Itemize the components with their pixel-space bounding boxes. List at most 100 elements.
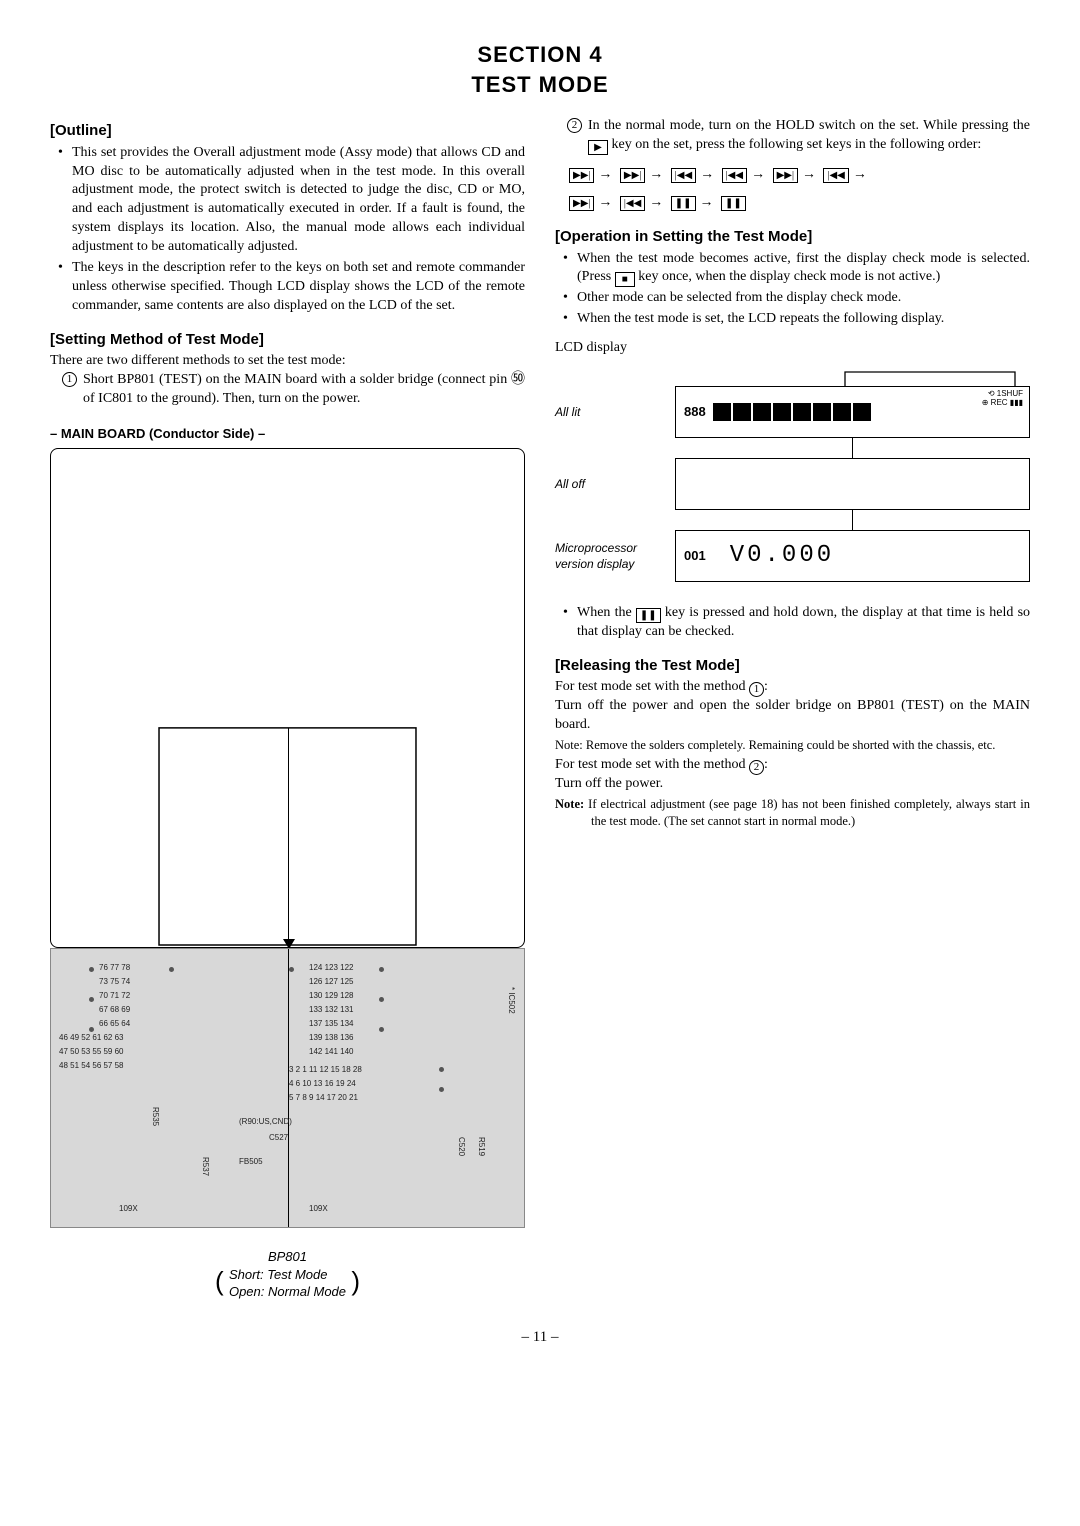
operation-bullet: When the test mode is set, the LCD repea… <box>567 310 1030 329</box>
outline-heading: [Outline] <box>50 121 525 141</box>
text-fragment: When the <box>577 605 636 620</box>
text-fragment: For test mode set with the method <box>555 757 749 772</box>
pcb-label: 76 77 78 <box>99 963 130 974</box>
pcb-label: 70 71 72 <box>99 991 130 1002</box>
operation-bullet: When the test mode becomes active, first… <box>567 250 1030 288</box>
lcd-loop-icon <box>675 366 1030 386</box>
rew-key-icon: |◀◀ <box>620 196 645 211</box>
pcb-label: 142 141 140 <box>309 1047 354 1058</box>
text-fragment: If electrical adjustment (see page 18) h… <box>584 797 1030 828</box>
pcb-dot-icon <box>89 1027 94 1032</box>
lcd-segment-icon <box>773 403 791 421</box>
setting-item-2: 2 In the normal mode, turn on the HOLD s… <box>567 117 1030 155</box>
pcb-label: 139 138 136 <box>309 1033 354 1044</box>
pcb-label: 109X <box>119 1204 138 1215</box>
pcb-dot-icon <box>169 967 174 972</box>
lcd-segment-icon <box>753 403 771 421</box>
left-column: [Outline] This set provides the Overall … <box>50 117 525 1300</box>
pcb-dot-icon <box>89 997 94 1002</box>
pcb-dot-icon <box>289 967 294 972</box>
pcb-dot-icon <box>379 1027 384 1032</box>
operation-bullet: Other mode can be selected from the disp… <box>567 289 1030 308</box>
text-fragment: key once, when the display check mode is… <box>638 269 940 284</box>
setting-item-1: 1 Short BP801 (TEST) on the MAIN board w… <box>62 371 525 409</box>
pcb-label: 3 2 1 11 12 15 18 28 <box>289 1065 362 1076</box>
two-column-layout: [Outline] This set provides the Overall … <box>50 117 1030 1300</box>
text-fragment: : <box>764 679 768 694</box>
pcb-grid: 76 77 78 73 75 74 70 71 72 67 68 69 66 6… <box>59 957 516 1219</box>
rel-line4: Turn off the power. <box>555 775 1030 794</box>
arrow-icon: → <box>802 167 816 182</box>
page-number: – 11 – <box>50 1327 1030 1347</box>
rel-line1: For test mode set with the method 1: <box>555 678 1030 697</box>
pcb-label: C520 <box>455 1137 466 1156</box>
lcd-shuf: 1SHUF <box>997 389 1023 398</box>
lcd-888: 888 <box>684 403 706 421</box>
note-label: Note: <box>555 797 584 811</box>
board-outline-diagram <box>50 448 525 948</box>
section-title: SECTION 4 TEST MODE <box>50 40 1030 99</box>
lcd-row-all-lit: All lit 888 ⟲ 1SHUF ⊕ REC ▮▮▮ <box>555 386 1030 438</box>
pcb-dot-icon <box>439 1067 444 1072</box>
pcb-label: 66 65 64 <box>99 1019 130 1030</box>
lcd-001: 001 <box>684 547 706 565</box>
operation-list: When the test mode becomes active, first… <box>555 250 1030 330</box>
lcd-status-icons: ⟲ 1SHUF ⊕ REC ▮▮▮ <box>982 390 1023 408</box>
pcb-label: FB505 <box>239 1157 263 1168</box>
outline-bullet: This set provides the Overall adjustment… <box>62 144 525 257</box>
after-lcd-bullet: When the ❚❚ key is pressed and hold down… <box>567 604 1030 642</box>
pcb-label: 73 75 74 <box>99 977 130 988</box>
setting-list-continued: 2 In the normal mode, turn on the HOLD s… <box>555 117 1030 155</box>
pcb-label: 109X <box>309 1204 328 1215</box>
lcd-box-all-lit: 888 ⟲ 1SHUF ⊕ REC ▮▮▮ <box>675 386 1030 438</box>
pause-key-icon: ❚❚ <box>721 196 746 211</box>
arrow-icon: → <box>853 167 867 182</box>
circled-number-1: 1 <box>62 372 77 387</box>
pcb-caption: BP801 ( ) Short: Test Mode Open: Normal … <box>50 1248 525 1301</box>
arrow-icon: → <box>598 167 612 182</box>
pcb-label: 133 132 131 <box>309 1005 354 1016</box>
rew-key-icon: |◀◀ <box>722 168 747 183</box>
pcb-label: 46 49 52 61 62 63 <box>59 1033 124 1044</box>
rel-note2: Note: If electrical adjustment (see page… <box>555 796 1030 830</box>
rel-line3: For test mode set with the method 2: <box>555 756 1030 775</box>
setting-heading: [Setting Method of Test Mode] <box>50 330 525 350</box>
fwd-key-icon: ▶▶| <box>569 196 594 211</box>
rew-key-icon: |◀◀ <box>671 168 696 183</box>
pause-key-icon: ❚❚ <box>636 608 661 623</box>
operation-heading: [Operation in Setting the Test Mode] <box>555 227 1030 247</box>
lcd-rec: REC <box>991 398 1008 407</box>
setting-item-2-text: In the normal mode, turn on the HOLD swi… <box>588 117 1030 155</box>
pcb-label: R519 <box>475 1137 486 1156</box>
pcb-detail: 76 77 78 73 75 74 70 71 72 67 68 69 66 6… <box>50 948 525 1228</box>
pcb-label: R535 <box>149 1107 160 1126</box>
arrow-icon: → <box>700 195 714 210</box>
caption-open: Open: Normal Mode <box>229 1283 346 1301</box>
pcb-label: 4 6 10 13 16 19 24 <box>289 1079 356 1090</box>
section-line2: TEST MODE <box>50 70 1030 100</box>
text-fragment: In the normal mode, turn on the HOLD swi… <box>588 118 1030 133</box>
circled-number-2: 2 <box>749 760 764 775</box>
circled-number-2: 2 <box>567 118 582 133</box>
caption-bp: BP801 <box>50 1248 525 1266</box>
pcb-label: 5 7 8 9 14 17 20 21 <box>289 1093 358 1104</box>
pcb-label: C527 <box>269 1133 288 1144</box>
circled-number-1: 1 <box>749 682 764 697</box>
lcd-row-version: Microprocessor version display 001 V0.00… <box>555 530 1030 582</box>
arrow-icon: → <box>649 195 663 210</box>
pcb-label: 130 129 128 <box>309 991 354 1002</box>
after-lcd-list: When the ❚❚ key is pressed and hold down… <box>555 604 1030 642</box>
setting-item-1-text: Short BP801 (TEST) on the MAIN board wit… <box>83 371 525 409</box>
pcb-dot-icon <box>439 1087 444 1092</box>
pcb-label: * IC502 <box>505 987 516 1014</box>
text-fragment: key on the set, press the following set … <box>612 137 982 152</box>
rel-note1: Note: Remove the solders completely. Rem… <box>555 737 1030 754</box>
stop-key-icon: ■ <box>615 272 635 287</box>
lcd-label-all-off: All off <box>555 458 675 510</box>
right-column: 2 In the normal mode, turn on the HOLD s… <box>555 117 1030 1300</box>
pcb-dot-icon <box>379 997 384 1002</box>
arrow-icon: → <box>649 167 663 182</box>
main-board-label: – MAIN BOARD (Conductor Side) – <box>50 425 525 443</box>
lcd-label-version: Microprocessor version display <box>555 530 675 582</box>
pcb-label: (R90:US,CND) <box>239 1117 292 1128</box>
